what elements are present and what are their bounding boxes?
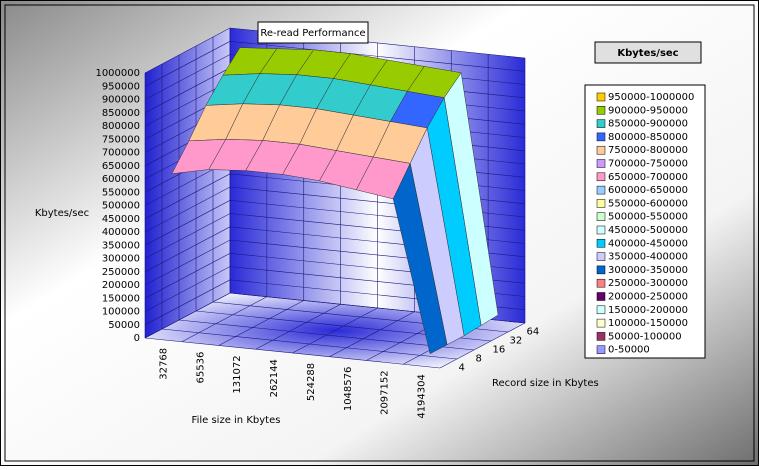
x-tick-label: 524288	[306, 363, 317, 401]
y-tick-label: 750000	[102, 134, 140, 145]
y-tick-label: 500000	[102, 201, 140, 212]
legend-swatch	[596, 292, 606, 301]
legend-swatch	[596, 225, 606, 235]
legend-label: 150000-200000	[608, 305, 688, 316]
legend-label: 550000-600000	[608, 198, 688, 209]
z-tick-label: 8	[476, 354, 482, 365]
chart-border	[4, 4, 755, 462]
y-axis-title: Kbytes/sec	[35, 208, 89, 219]
y-tick-label: 150000	[102, 293, 140, 304]
z-tick-label: 16	[493, 345, 506, 356]
y-tick-label: 0	[134, 333, 140, 344]
floor-line	[181, 296, 268, 343]
chart-title: Re-read Performance	[260, 28, 365, 39]
legend-label: 500000-550000	[608, 212, 688, 223]
legend-label: 950000-1000000	[608, 92, 694, 103]
x-tick-label: 65536	[195, 352, 206, 384]
floor-line	[161, 328, 458, 360]
x-tick-label: 262144	[269, 359, 280, 397]
legend-label: 50000-100000	[608, 331, 682, 342]
y-tick-label: 600000	[102, 174, 140, 185]
floor-line	[292, 307, 378, 354]
y-tick-label: 450000	[102, 214, 140, 225]
y-tick-label: 250000	[102, 267, 140, 278]
legend-swatch	[596, 239, 606, 248]
legend-label: 100000-150000	[608, 318, 688, 329]
y-tick-label: 350000	[102, 240, 140, 251]
legend-label: 450000-500000	[608, 225, 688, 236]
legend-swatch	[596, 159, 606, 168]
z-tick-label: 4	[459, 363, 465, 374]
title-box	[257, 21, 369, 44]
x-tick-label: 1048576	[343, 367, 354, 412]
legend-swatch	[596, 345, 606, 354]
legend-title: Kbytes/sec	[617, 48, 678, 59]
floor-line	[218, 300, 304, 346]
surface-patch	[392, 162, 448, 355]
y-tick-label: 1000000	[95, 68, 140, 79]
y-tick-label: 100000	[102, 307, 140, 318]
y-tick-label: 650000	[102, 161, 140, 172]
floor-line	[255, 303, 341, 350]
legend-swatch	[596, 265, 606, 275]
legend-swatch	[596, 106, 606, 115]
floor-line	[329, 311, 415, 358]
legend-swatch	[596, 252, 606, 261]
z-tick-label: 32	[510, 336, 523, 347]
legend-label: 250000-300000	[608, 278, 688, 289]
legend-label: 750000-800000	[608, 145, 688, 156]
y-tick-label: 50000	[108, 320, 140, 331]
legend-title-box	[594, 41, 702, 64]
legend-swatch	[596, 119, 606, 128]
y-tick-label: 950000	[102, 81, 140, 92]
legend-swatch	[596, 185, 606, 195]
x-tick-label: 2097152	[380, 370, 391, 415]
legend-swatch	[596, 199, 606, 208]
legend-label: 0-50000	[608, 345, 650, 356]
legend-label: 350000-400000	[608, 252, 688, 263]
legend-label: 400000-450000	[608, 238, 688, 249]
legend-swatch	[596, 278, 606, 288]
legend-swatch	[596, 92, 606, 102]
plot-area	[144, 27, 526, 369]
floor-line	[144, 292, 231, 339]
legend-label: 300000-350000	[608, 265, 688, 276]
legend-swatch	[596, 145, 606, 155]
x-axis-title: File size in Kbytes	[192, 415, 281, 426]
y-tick-label: 850000	[102, 108, 140, 119]
x-tick-label: 131072	[232, 355, 243, 393]
legend-label: 200000-250000	[608, 292, 688, 303]
legend-swatch	[596, 132, 606, 142]
x-tick-label: 4194304	[417, 374, 428, 419]
floor-line	[144, 337, 441, 369]
legend-swatch	[596, 318, 606, 328]
legend-swatch	[596, 305, 606, 315]
legend-label: 700000-750000	[608, 159, 688, 170]
y-tick-label: 900000	[102, 95, 140, 106]
legend-label: 800000-850000	[608, 132, 688, 143]
y-tick-label: 800000	[102, 121, 140, 132]
legend-swatch	[596, 172, 606, 182]
legend-swatch	[596, 212, 606, 221]
y-tick-label: 550000	[102, 187, 140, 198]
legend-label: 650000-700000	[608, 172, 688, 183]
legend-label: 900000-950000	[608, 105, 688, 116]
floor-line	[439, 322, 526, 369]
legend-label: 600000-650000	[608, 185, 688, 196]
floor-line	[178, 319, 475, 351]
z-tick-label: 64	[527, 327, 540, 338]
z-axis-title: Record size in Kbytes	[492, 378, 599, 389]
y-tick-label: 200000	[102, 280, 140, 291]
legend-label: 850000-900000	[608, 119, 688, 130]
legend-swatch	[596, 332, 606, 341]
y-tick-label: 400000	[102, 227, 140, 238]
x-tick-label: 32768	[158, 348, 169, 380]
y-tick-label: 700000	[102, 148, 140, 159]
y-tick-label: 300000	[102, 254, 140, 265]
